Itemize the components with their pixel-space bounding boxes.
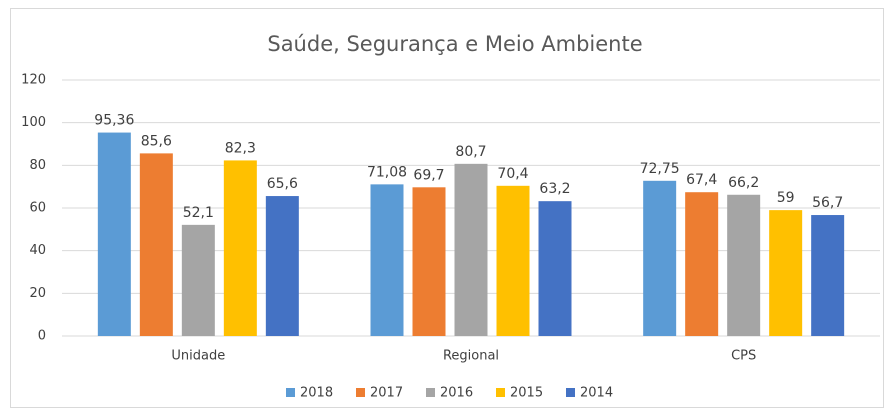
bar [181,224,215,336]
x-tick-label: Regional [443,349,499,364]
y-tick-label: 40 [29,243,46,258]
bar [265,196,299,336]
value-label: 65,6 [267,176,298,192]
y-tick-label: 80 [29,158,46,173]
y-tick-label: 120 [21,73,46,88]
value-label: 56,7 [812,195,843,211]
legend-swatch [286,388,295,397]
bar [97,132,131,336]
value-label: 67,4 [686,172,717,188]
bar [496,185,530,336]
value-label: 82,3 [225,140,256,156]
legend-swatch [496,388,505,397]
bar [811,215,845,336]
bar [538,201,572,336]
y-tick-label: 60 [29,201,46,216]
legend-label: 2016 [440,386,473,401]
bar [139,153,173,336]
legend-label: 2015 [510,386,543,401]
legend-label: 2014 [580,386,613,401]
y-tick-label: 0 [38,329,46,344]
x-tick-label: CPS [731,349,756,364]
bar [412,187,446,336]
value-label: 80,7 [455,144,486,160]
bar [643,180,677,336]
bar [370,184,404,336]
value-label: 70,4 [497,166,528,182]
chart-title: Saúde, Segurança e Meio Ambiente [267,32,642,56]
bar [769,210,803,336]
bar [685,192,719,336]
y-tick-label: 20 [29,286,46,301]
legend-label: 2017 [370,386,403,401]
value-label: 95,36 [94,113,134,129]
y-tick-label: 100 [21,115,46,130]
value-label: 52,1 [183,205,214,221]
value-label: 71,08 [367,164,407,180]
bar [454,163,488,336]
value-label: 85,6 [141,133,172,149]
legend-swatch [356,388,365,397]
x-tick-label: Unidade [171,349,225,364]
value-label: 59 [777,190,795,206]
value-label: 66,2 [728,175,759,191]
value-label: 72,75 [640,161,680,177]
legend-swatch [426,388,435,397]
bar [223,160,257,336]
value-label: 63,2 [539,181,570,197]
bar [727,194,761,336]
legend-label: 2018 [300,386,333,401]
legend-swatch [566,388,575,397]
value-label: 69,7 [413,167,444,183]
